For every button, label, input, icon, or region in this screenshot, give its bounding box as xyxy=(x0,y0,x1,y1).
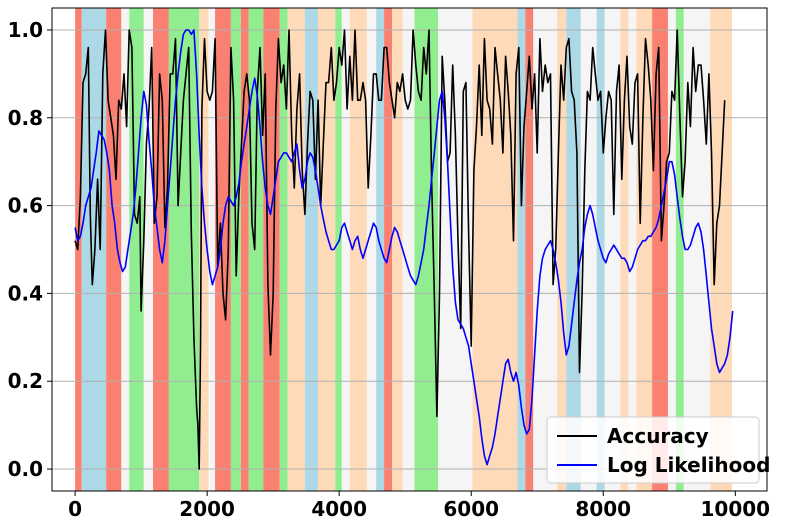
legend: Accuracy Log Likelihood xyxy=(546,416,770,484)
series-layer xyxy=(74,29,734,470)
background-band xyxy=(335,8,342,491)
background-band xyxy=(168,8,200,491)
legend-label: Accuracy xyxy=(607,424,709,448)
background-band xyxy=(392,8,403,491)
background-band xyxy=(279,8,288,491)
x-axis: 0 2000 4000 6000 8000 10000 xyxy=(68,491,770,521)
background-band xyxy=(675,8,684,491)
x-tick-label: 4000 xyxy=(311,497,367,521)
legend-label: Log Likelihood xyxy=(607,453,770,477)
background-band xyxy=(402,8,415,491)
background-band xyxy=(414,8,439,491)
background-band xyxy=(710,8,733,491)
background-band xyxy=(667,8,676,491)
legend-box xyxy=(546,416,760,484)
y-tick-label: 0.8 xyxy=(8,106,43,130)
background-band xyxy=(199,8,209,491)
background-band xyxy=(580,8,597,491)
background-band xyxy=(153,8,169,491)
background-band xyxy=(129,8,144,491)
x-tick-label: 10000 xyxy=(701,497,771,521)
background-band xyxy=(240,8,249,491)
background-band xyxy=(366,8,377,491)
plot-frame xyxy=(51,7,768,492)
background-band xyxy=(106,8,122,491)
background-band xyxy=(376,8,385,491)
background-band xyxy=(517,8,526,491)
background-band xyxy=(318,8,336,491)
x-tick-label: 0 xyxy=(68,497,82,521)
background-band xyxy=(566,8,581,491)
background-band xyxy=(349,8,367,491)
background-band xyxy=(215,8,231,491)
background-band xyxy=(304,8,319,491)
background-bands xyxy=(75,8,733,491)
background-band xyxy=(557,8,567,491)
background-band xyxy=(384,8,393,491)
background-band xyxy=(208,8,216,491)
background-band xyxy=(525,8,534,491)
background-band xyxy=(636,8,653,491)
background-band xyxy=(652,8,668,491)
background-band xyxy=(620,8,629,491)
y-tick-label: 0.4 xyxy=(8,281,43,305)
background-band xyxy=(121,8,130,491)
y-tick-label: 1.0 xyxy=(8,18,43,42)
background-band xyxy=(341,8,350,491)
accuracy-line xyxy=(74,29,726,470)
y-tick-label: 0.2 xyxy=(8,369,43,393)
x-tick-label: 2000 xyxy=(179,497,235,521)
y-axis: 0.0 0.2 0.4 0.6 0.8 1.0 xyxy=(8,18,52,481)
y-tick-label: 0.0 xyxy=(8,457,43,481)
log-likelihood-line xyxy=(74,29,734,466)
x-tick-label: 6000 xyxy=(443,497,499,521)
x-tick-label: 8000 xyxy=(575,497,631,521)
y-tick-label: 0.6 xyxy=(8,194,43,218)
background-band xyxy=(628,8,637,491)
background-band xyxy=(143,8,154,491)
